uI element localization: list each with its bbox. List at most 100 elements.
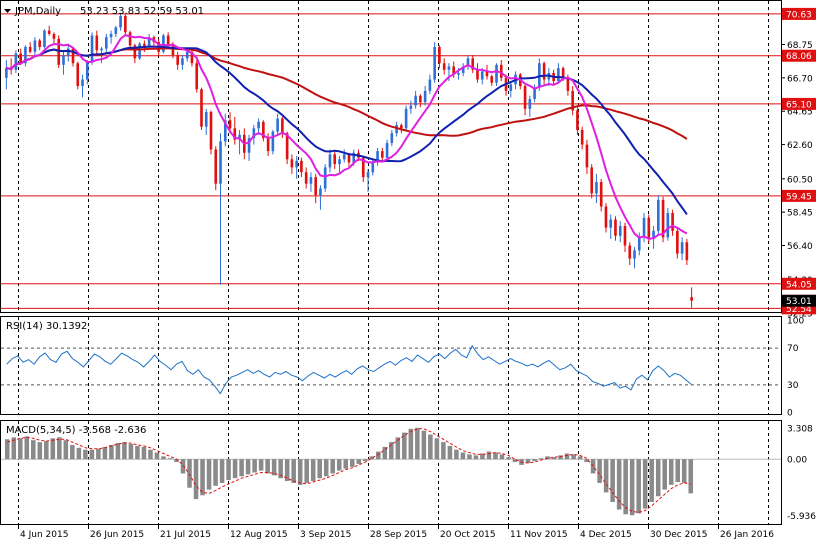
candle[interactable] xyxy=(338,156,341,174)
candle[interactable] xyxy=(304,167,308,189)
candle[interactable] xyxy=(366,169,370,192)
candle[interactable] xyxy=(314,173,317,204)
candle[interactable] xyxy=(204,108,208,135)
candle[interactable] xyxy=(114,25,118,38)
candle[interactable] xyxy=(628,242,632,266)
candle[interactable] xyxy=(557,63,560,83)
candle[interactable] xyxy=(176,51,179,70)
candle[interactable] xyxy=(599,178,603,212)
candle[interactable] xyxy=(38,38,41,51)
candle[interactable] xyxy=(233,116,237,145)
candle[interactable] xyxy=(381,147,384,161)
candle[interactable] xyxy=(523,82,527,116)
candle[interactable] xyxy=(671,209,674,236)
candle[interactable] xyxy=(471,55,475,73)
candle[interactable] xyxy=(395,121,398,137)
candle[interactable] xyxy=(323,164,327,192)
candle[interactable] xyxy=(333,151,337,170)
candle[interactable] xyxy=(609,214,613,240)
candle[interactable] xyxy=(385,139,389,160)
candle[interactable] xyxy=(238,129,241,155)
candle[interactable] xyxy=(376,147,379,166)
candle[interactable] xyxy=(290,154,294,174)
symbol-dropdown-icon[interactable] xyxy=(4,9,11,13)
candle[interactable] xyxy=(295,156,298,179)
candle[interactable] xyxy=(195,59,199,93)
candle[interactable] xyxy=(81,74,84,98)
candle[interactable] xyxy=(390,129,394,147)
candle[interactable] xyxy=(580,126,584,150)
candle[interactable] xyxy=(576,107,579,135)
candle[interactable] xyxy=(262,120,265,142)
candle[interactable] xyxy=(495,63,498,87)
candle[interactable] xyxy=(223,113,227,147)
candle[interactable] xyxy=(442,58,446,75)
candle[interactable] xyxy=(585,139,589,174)
candle[interactable] xyxy=(428,74,432,95)
candle[interactable] xyxy=(419,94,422,108)
candle[interactable] xyxy=(14,50,18,73)
candle[interactable] xyxy=(90,32,94,65)
candle[interactable] xyxy=(138,42,141,60)
candle[interactable] xyxy=(623,222,627,253)
candle[interactable] xyxy=(309,172,313,192)
candle[interactable] xyxy=(414,90,417,109)
candle[interactable] xyxy=(95,30,99,56)
candle[interactable] xyxy=(438,45,441,69)
candle[interactable] xyxy=(604,203,608,233)
candle[interactable] xyxy=(542,61,546,85)
candle[interactable] xyxy=(328,149,332,173)
candle[interactable] xyxy=(400,123,403,134)
candle[interactable] xyxy=(162,33,165,54)
candle[interactable] xyxy=(466,55,470,70)
candle[interactable] xyxy=(19,48,22,65)
candle[interactable] xyxy=(271,129,275,155)
candle[interactable] xyxy=(181,55,184,70)
candle[interactable] xyxy=(661,196,665,243)
candle[interactable] xyxy=(528,95,532,117)
candle[interactable] xyxy=(109,30,113,44)
candle[interactable] xyxy=(105,33,108,54)
candle[interactable] xyxy=(590,164,593,199)
candle[interactable] xyxy=(533,84,536,103)
candle[interactable] xyxy=(28,42,32,54)
candle[interactable] xyxy=(461,63,465,77)
candle[interactable] xyxy=(666,208,670,241)
candle[interactable] xyxy=(214,146,218,191)
candle[interactable] xyxy=(85,59,89,85)
candle[interactable] xyxy=(676,227,679,259)
candle[interactable] xyxy=(47,25,51,36)
candle[interactable] xyxy=(300,157,303,178)
candle[interactable] xyxy=(62,50,65,75)
candle[interactable] xyxy=(52,32,56,44)
candle[interactable] xyxy=(342,149,346,163)
candle[interactable] xyxy=(476,63,479,83)
candle[interactable] xyxy=(24,45,27,67)
candle[interactable] xyxy=(490,74,494,87)
candle[interactable] xyxy=(281,116,284,139)
candle[interactable] xyxy=(119,12,122,31)
candle[interactable] xyxy=(76,61,80,90)
candle[interactable] xyxy=(595,173,598,204)
candle[interactable] xyxy=(499,59,503,82)
candle[interactable] xyxy=(618,221,622,243)
candle[interactable] xyxy=(404,105,408,130)
candle[interactable] xyxy=(690,287,693,308)
candle[interactable] xyxy=(57,35,61,69)
candle[interactable] xyxy=(247,134,251,161)
candle[interactable] xyxy=(71,46,75,67)
candle[interactable] xyxy=(685,239,689,266)
candle[interactable] xyxy=(33,37,37,56)
candle[interactable] xyxy=(124,14,127,36)
candle[interactable] xyxy=(209,110,213,155)
rsi-panel[interactable] xyxy=(0,316,782,415)
candle[interactable] xyxy=(509,81,513,98)
candle[interactable] xyxy=(5,59,8,90)
candle[interactable] xyxy=(409,100,413,114)
candle[interactable] xyxy=(43,29,46,49)
candle[interactable] xyxy=(190,48,194,67)
candle[interactable] xyxy=(614,216,617,241)
candle[interactable] xyxy=(680,237,684,261)
candle[interactable] xyxy=(219,133,222,285)
